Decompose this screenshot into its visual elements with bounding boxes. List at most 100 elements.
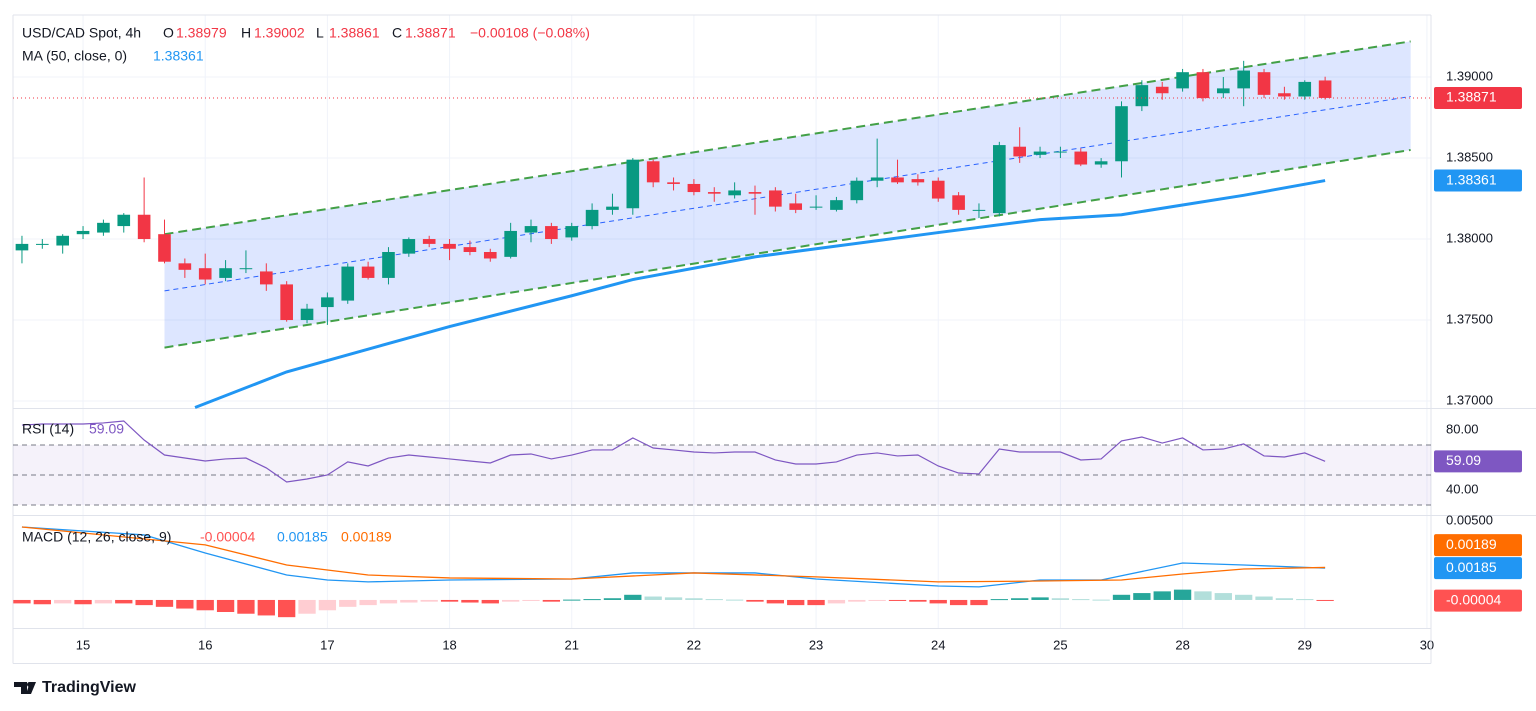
ma-badge: 1.38361 — [1446, 171, 1497, 187]
histogram-bar — [54, 599, 72, 604]
histogram-bar — [725, 599, 744, 601]
histogram-bar — [705, 599, 723, 601]
macd-value: 0.00189 — [341, 529, 392, 545]
histogram-bar — [379, 599, 398, 604]
macd-badge: 0.00189 — [1446, 536, 1497, 552]
candle-body — [97, 222, 110, 233]
candle-body — [1033, 151, 1047, 155]
candle-body — [911, 179, 925, 183]
candle-body — [76, 230, 90, 235]
histogram-bar — [1235, 594, 1253, 600]
histogram-bar — [278, 599, 296, 618]
candle-body — [463, 247, 477, 252]
x-tick-label: 22 — [687, 637, 701, 652]
histogram-bar — [420, 599, 438, 602]
y-tick-label: 1.37000 — [1446, 392, 1493, 407]
ma-value: 1.38361 — [153, 48, 204, 64]
candle-body — [56, 235, 69, 246]
candle-body — [1298, 81, 1312, 97]
ohlc-label: O — [163, 25, 174, 41]
x-tick-label: 16 — [198, 637, 212, 652]
histogram-bar — [339, 599, 357, 607]
histogram-bar — [807, 599, 825, 606]
ohlc-label: L — [316, 25, 324, 41]
candle-body — [117, 214, 131, 227]
candle-body — [565, 226, 579, 238]
ohlc-value: 1.39002 — [254, 25, 305, 41]
histogram-bar — [868, 599, 886, 601]
histogram-bar — [1011, 598, 1029, 600]
x-tick-label: 29 — [1298, 637, 1312, 652]
histogram-bar — [929, 599, 947, 604]
y-tick-label: 1.38500 — [1446, 149, 1493, 164]
candle-body — [524, 226, 538, 233]
candle-body — [198, 268, 212, 280]
candle-body — [341, 266, 355, 301]
candle-body — [382, 251, 395, 278]
histogram-bar — [909, 599, 927, 602]
x-tick-label: 15 — [76, 637, 90, 652]
x-tick-label: 17 — [320, 637, 334, 652]
candle-body — [1196, 72, 1210, 99]
candle-body — [219, 268, 232, 278]
macd-badge-bg — [1434, 534, 1522, 557]
histogram-bar — [359, 599, 377, 606]
candle-body — [687, 183, 701, 193]
candle-body — [321, 297, 334, 308]
histogram-bar — [1051, 598, 1070, 600]
candle-body — [585, 209, 599, 227]
candle-body — [1237, 70, 1250, 89]
candle-body — [545, 226, 558, 240]
candle-body — [1094, 161, 1108, 165]
channel-lower — [164, 148, 1411, 349]
channel-middle — [164, 95, 1411, 292]
x-tick-label: 24 — [931, 637, 945, 652]
histogram-bar — [787, 599, 805, 606]
candle-body — [280, 284, 293, 321]
histogram-bar — [644, 596, 662, 600]
histogram-bar — [94, 599, 113, 604]
candle-body — [1318, 80, 1332, 98]
brand: TradingView — [42, 679, 137, 696]
candle-body — [606, 206, 619, 210]
histogram-bar — [155, 599, 174, 607]
x-tick-label: 23 — [809, 637, 823, 652]
candle-body — [972, 209, 986, 211]
candle-body — [707, 192, 721, 194]
candle-body — [952, 195, 965, 210]
x-tick-label: 30 — [1420, 637, 1434, 652]
y-tick-label: 80.00 — [1446, 421, 1479, 436]
candle-body — [504, 230, 517, 257]
candle-body — [891, 177, 904, 183]
histogram-bar — [1173, 589, 1192, 600]
x-tick-label: 21 — [564, 637, 578, 652]
candle-body — [1257, 72, 1271, 95]
rsi-value: 59.09 — [89, 421, 124, 437]
y-tick-label: 1.37500 — [1446, 311, 1493, 326]
histogram-bar — [603, 598, 622, 600]
y-tick-label: 1.38000 — [1446, 230, 1493, 245]
histogram-bar — [1255, 596, 1273, 600]
candle-body — [667, 182, 680, 184]
ma-badge-bg — [1434, 169, 1522, 192]
last-price-badge-bg — [1434, 86, 1522, 109]
histogram-bar — [990, 599, 1008, 601]
candle-body — [1216, 88, 1230, 94]
macd-badge: -0.00004 — [1446, 591, 1501, 607]
histogram-bar — [1072, 599, 1090, 601]
histogram-bar — [1133, 593, 1151, 600]
histogram-bar — [33, 599, 51, 605]
candle-body — [1054, 151, 1067, 153]
histogram-bar — [1031, 597, 1049, 600]
histogram-bar — [563, 599, 581, 601]
rsi-line — [21, 420, 1326, 483]
macd-line — [21, 526, 1326, 583]
histogram-bar — [664, 597, 683, 600]
candle-body — [830, 200, 843, 210]
candle-body — [728, 190, 741, 196]
histogram-bar — [400, 599, 418, 603]
candle-body — [809, 206, 823, 208]
candle-body — [789, 203, 803, 210]
